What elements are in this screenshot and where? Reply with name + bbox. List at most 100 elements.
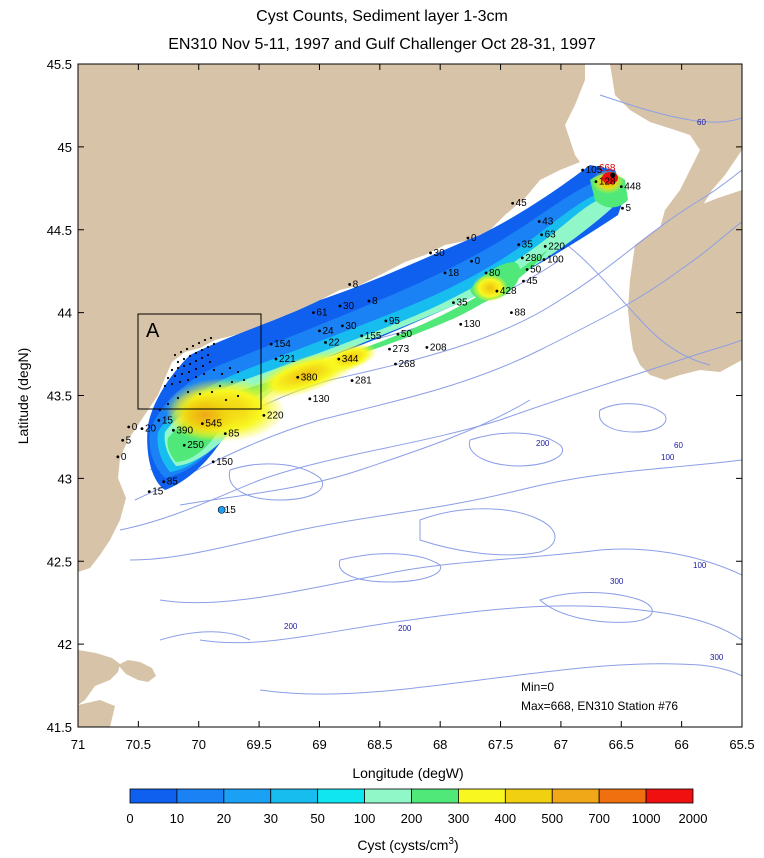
x-tick-label: 70	[191, 737, 205, 752]
station-marker	[312, 311, 315, 315]
station-label: 45	[516, 198, 528, 209]
station-marker	[542, 258, 546, 261]
station-label: 30	[345, 321, 357, 332]
station-marker	[121, 438, 125, 442]
land	[78, 64, 742, 727]
station-label: 250	[187, 440, 204, 451]
station-marker	[340, 324, 344, 328]
station-marker	[116, 455, 120, 459]
cluster-station-marker	[201, 364, 205, 368]
contour-label: 200	[536, 439, 550, 448]
colorbar-swatch	[551, 788, 600, 804]
y-tick-label: 43	[58, 471, 72, 486]
station-marker	[610, 172, 616, 178]
cluster-station-marker	[186, 390, 190, 394]
station-label: 35	[522, 240, 534, 251]
station-label: 668	[599, 163, 616, 174]
colorbar-swatch	[270, 788, 319, 804]
contour-label: 100	[693, 561, 707, 570]
station-label: 0	[121, 452, 127, 463]
cluster-station-marker	[185, 347, 189, 351]
station-marker	[274, 357, 278, 361]
contour-label: 60	[674, 441, 683, 450]
colorbar-tick-label: 300	[448, 811, 470, 826]
colorbar-tick-label: 400	[494, 811, 516, 826]
south-shore	[78, 700, 115, 727]
station-label: 15	[162, 415, 174, 426]
colorbar-tick-label: 0	[126, 811, 133, 826]
station-label: 15	[152, 487, 164, 498]
station-label: 448	[624, 182, 641, 193]
station-marker	[470, 259, 473, 263]
station-marker	[384, 319, 388, 323]
colorbar-swatch	[129, 788, 178, 804]
station-marker	[147, 490, 151, 494]
station-marker	[211, 460, 215, 464]
station-marker	[619, 185, 623, 189]
station-marker	[511, 201, 515, 205]
colorbar-tick-label: 500	[541, 811, 563, 826]
station-marker	[581, 168, 585, 172]
cluster-station-marker	[228, 366, 232, 370]
x-tick-label: 68.5	[367, 737, 392, 752]
colorbar-swatch	[317, 788, 365, 804]
station-marker	[537, 220, 541, 223]
station-label: 18	[448, 268, 460, 279]
station-label: 380	[301, 372, 318, 383]
station-label: 50	[401, 329, 413, 340]
station-marker	[182, 443, 186, 447]
station-label: 344	[342, 354, 359, 365]
concentration-field	[147, 165, 628, 490]
station-label: 100	[547, 255, 564, 266]
nova-scotia	[628, 190, 742, 380]
contour-label: 60	[697, 118, 706, 127]
y-tick-label: 41.5	[47, 720, 72, 735]
mainland-maine	[78, 64, 585, 572]
cluster-station-marker	[187, 370, 191, 374]
station-marker	[127, 425, 131, 429]
colorbar-tick-label: 2000	[679, 811, 708, 826]
x-tick-label: 65.5	[729, 737, 754, 752]
station-marker	[520, 256, 524, 260]
cluster-station-marker	[220, 372, 224, 376]
max-annotation: Max=668, EN310 Station #76	[521, 699, 678, 713]
station-marker	[338, 304, 342, 308]
colorbar-swatch	[411, 788, 459, 804]
colorbar-swatch	[458, 788, 506, 804]
station-label: 220	[267, 410, 284, 421]
station-marker	[140, 427, 144, 431]
cluster-station-marker	[182, 357, 186, 361]
station-label: 85	[167, 477, 179, 488]
inset-box-label: A	[146, 320, 160, 342]
station-marker	[394, 362, 397, 366]
station-label: 273	[392, 344, 409, 355]
cluster-station-marker	[197, 341, 201, 345]
station-label: 545	[205, 419, 222, 430]
station-label: 63	[545, 230, 557, 241]
station-label: 80	[489, 268, 501, 279]
station-marker	[425, 346, 429, 349]
cluster-station-marker	[236, 370, 240, 374]
colorbar-tick-label: 20	[217, 811, 231, 826]
station-label: 208	[430, 342, 447, 353]
station-label: 61	[316, 308, 328, 319]
station-label: 130	[464, 319, 481, 330]
cluster-station-marker	[173, 353, 177, 357]
station-marker	[594, 180, 598, 184]
cluster-station-marker	[242, 378, 246, 382]
y-tick-label: 44	[58, 306, 72, 321]
cluster-station-marker	[194, 359, 198, 363]
station-label: 22	[328, 337, 340, 348]
station-label: 43	[542, 216, 554, 227]
cluster-station-marker	[163, 384, 167, 388]
station-marker	[396, 332, 400, 336]
station-marker	[495, 289, 499, 293]
cluster-station-marker	[208, 360, 212, 364]
cluster-station-marker	[178, 380, 182, 384]
station-label: 15	[225, 505, 237, 516]
cluster-station-marker	[166, 402, 170, 406]
station-marker	[510, 311, 513, 315]
new-brunswick	[610, 64, 742, 235]
inset-station-cluster	[158, 336, 246, 412]
